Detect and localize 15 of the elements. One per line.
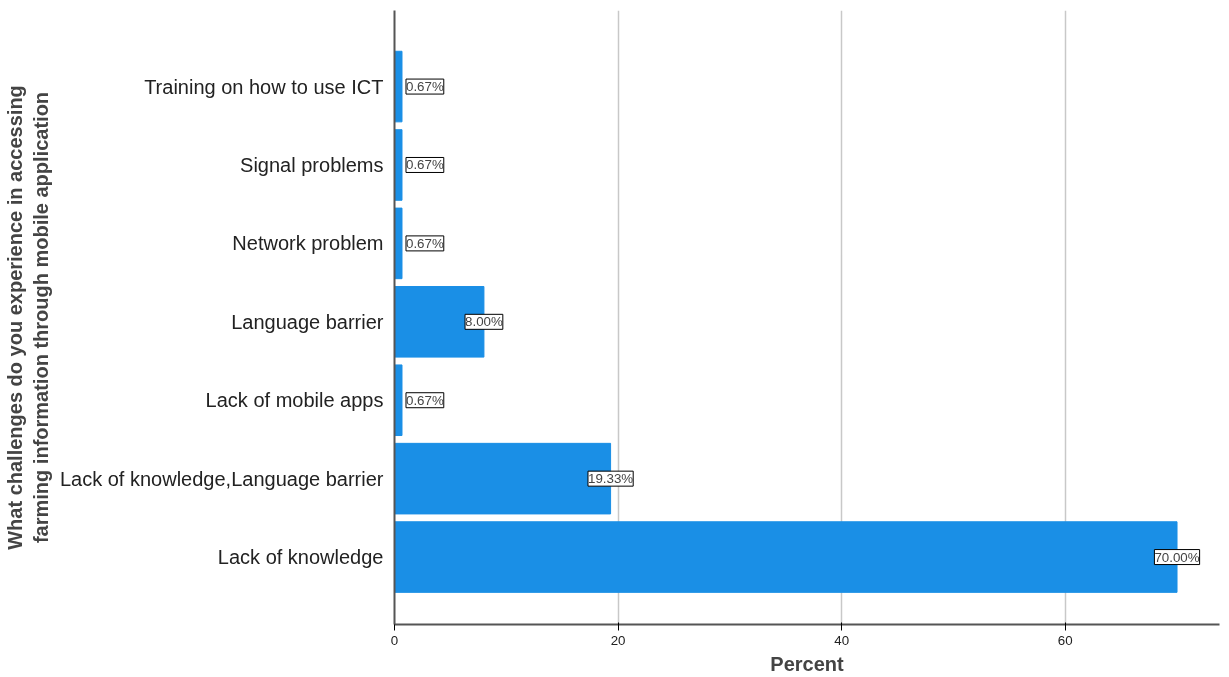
y-tick-label: Network problem [232, 232, 384, 255]
x-tick-label: 40 [834, 632, 850, 648]
x-tick-label: 60 [1057, 632, 1073, 648]
x-axis-title: Percent [770, 652, 845, 675]
x-tick-label: 20 [610, 632, 626, 648]
x-tick-label: 0 [390, 632, 399, 648]
data-label: 19.33% [587, 471, 634, 487]
y-axis-title: What challenges do you experience in accessing farming information through mobile application [3, 85, 52, 550]
data-label: 70.00% [1154, 549, 1200, 565]
y-tick-label: Lack of mobile apps [205, 389, 384, 412]
y-tick-label: Lack of knowledge [217, 546, 384, 569]
y-tick-label: Signal problems [240, 153, 384, 176]
y-tick-label: Language barrier [231, 310, 384, 333]
y-tick-label: Training on how to use ICT [144, 75, 384, 98]
y-tick-label: Lack of knowledge,Language barrier [59, 467, 384, 490]
